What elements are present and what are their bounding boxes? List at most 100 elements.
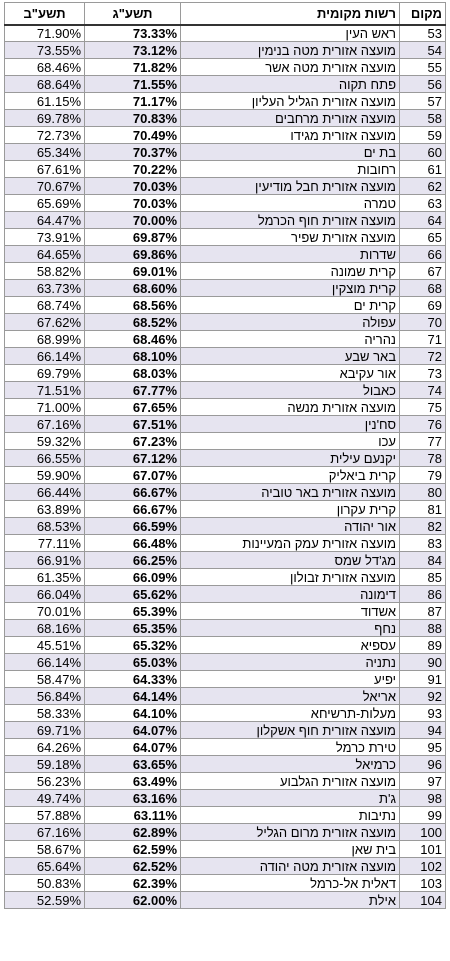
rank-cell: 87: [399, 602, 446, 620]
current-year-cell: 66.25%: [84, 551, 181, 569]
prev-year-cell: 69.71%: [4, 721, 85, 739]
current-year-cell: 64.14%: [84, 687, 181, 705]
authority-name-cell: שדרות: [180, 245, 400, 263]
authority-name-cell: מועצה אזורית הגליל העליון: [180, 92, 400, 110]
authority-name-cell: מועצה אזורית מרחבים: [180, 109, 400, 127]
table-row: 68.46% 71.82% מועצה אזורית מטה אשר 55: [4, 58, 446, 76]
current-year-cell: 62.89%: [84, 823, 181, 841]
table-row: 61.35% 66.09% מועצה אזורית זבולון 85: [4, 568, 446, 586]
authority-name-cell: מועצה אזורית באר טוביה: [180, 483, 400, 501]
table-row: 63.89% 66.67% קרית עקרון 81: [4, 500, 446, 518]
prev-year-cell: 58.82%: [4, 262, 85, 280]
table-row: 69.78% 70.83% מועצה אזורית מרחבים 58: [4, 109, 446, 127]
prev-year-cell: 73.91%: [4, 228, 85, 246]
rank-cell: 101: [399, 840, 446, 858]
prev-year-cell: 64.26%: [4, 738, 85, 756]
authority-name-cell: טמרה: [180, 194, 400, 212]
prev-year-cell: 67.16%: [4, 823, 85, 841]
table-row: 66.44% 66.67% מועצה אזורית באר טוביה 80: [4, 483, 446, 501]
rank-cell: 71: [399, 330, 446, 348]
current-year-cell: 68.60%: [84, 279, 181, 297]
table-row: 66.14% 68.10% באר שבע 72: [4, 347, 446, 365]
current-year-cell: 70.49%: [84, 126, 181, 144]
current-year-cell: 68.46%: [84, 330, 181, 348]
prev-year-cell: 71.90%: [4, 24, 85, 42]
authority-name-cell: קרית שמונה: [180, 262, 400, 280]
prev-year-cell: 68.53%: [4, 517, 85, 535]
authority-name-cell: מועצה אזורית חוף הכרמל: [180, 211, 400, 229]
authority-name-cell: מועצה אזורית מטה אשר: [180, 58, 400, 76]
table-row: 70.01% 65.39% אשדוד 87: [4, 602, 446, 620]
current-year-cell: 68.52%: [84, 313, 181, 331]
rank-cell: 82: [399, 517, 446, 535]
rank-cell: 97: [399, 772, 446, 790]
prev-year-cell: 59.90%: [4, 466, 85, 484]
prev-year-cell: 72.73%: [4, 126, 85, 144]
current-year-cell: 70.03%: [84, 177, 181, 195]
authority-name-cell: עפולה: [180, 313, 400, 331]
authority-name-cell: באר שבע: [180, 347, 400, 365]
rank-cell: 84: [399, 551, 446, 569]
rank-cell: 95: [399, 738, 446, 756]
authority-name-cell: טירת כרמל: [180, 738, 400, 756]
prev-year-cell: 71.00%: [4, 398, 85, 416]
ranking-table-sheet: תשע"ב תשע"ג רשות מקומית מקום 71.90% 73.33…: [4, 2, 446, 909]
rank-cell: 89: [399, 636, 446, 654]
authority-name-cell: דאלית אל-כרמל: [180, 874, 400, 892]
prev-year-cell: 66.55%: [4, 449, 85, 467]
prev-year-cell: 64.47%: [4, 211, 85, 229]
prev-year-cell: 50.83%: [4, 874, 85, 892]
table-row: 66.04% 65.62% דימונה 86: [4, 585, 446, 603]
prev-year-cell: 68.16%: [4, 619, 85, 637]
authority-name-cell: מועצה אזורית חוף אשקלון: [180, 721, 400, 739]
authority-name-cell: בית שאן: [180, 840, 400, 858]
authority-name-cell: מועצה אזורית מרום הגליל: [180, 823, 400, 841]
prev-year-cell: 59.32%: [4, 432, 85, 450]
authority-name-cell: מועצה אזורית זבולון: [180, 568, 400, 586]
prev-year-cell: 66.91%: [4, 551, 85, 569]
table-row: 68.99% 68.46% נהריה 71: [4, 330, 446, 348]
table-row: 66.91% 66.25% מג'דל שמס 84: [4, 551, 446, 569]
current-year-cell: 63.49%: [84, 772, 181, 790]
rank-cell: 55: [399, 58, 446, 76]
prev-year-cell: 66.14%: [4, 347, 85, 365]
current-year-cell: 65.62%: [84, 585, 181, 603]
table-row: 65.34% 70.37% בת ים 60: [4, 143, 446, 161]
prev-year-cell: 67.16%: [4, 415, 85, 433]
table-row: 73.55% 73.12% מועצה אזורית מטה בנימין 54: [4, 41, 446, 59]
current-year-cell: 62.52%: [84, 857, 181, 875]
rank-cell: 80: [399, 483, 446, 501]
current-year-cell: 71.17%: [84, 92, 181, 110]
current-year-cell: 67.12%: [84, 449, 181, 467]
table-row: 69.79% 68.03% אור עקיבא 73: [4, 364, 446, 382]
authority-name-cell: דימונה: [180, 585, 400, 603]
rank-cell: 103: [399, 874, 446, 892]
authority-name-cell: יקנעם עילית: [180, 449, 400, 467]
current-year-cell: 69.87%: [84, 228, 181, 246]
table-row: 56.84% 64.14% אריאל 92: [4, 687, 446, 705]
prev-year-cell: 57.88%: [4, 806, 85, 824]
prev-year-cell: 68.64%: [4, 75, 85, 93]
rank-cell: 77: [399, 432, 446, 450]
current-year-cell: 62.39%: [84, 874, 181, 892]
rank-cell: 78: [399, 449, 446, 467]
authority-name-cell: קרית ביאליק: [180, 466, 400, 484]
table-row: 67.16% 62.89% מועצה אזורית מרום הגליל 100: [4, 823, 446, 841]
prev-year-cell: 64.65%: [4, 245, 85, 263]
authority-name-cell: סח'נין: [180, 415, 400, 433]
table-row: 63.73% 68.60% קרית מוצקין 68: [4, 279, 446, 297]
authority-name-cell: מג'דל שמס: [180, 551, 400, 569]
table-row: 67.61% 70.22% רחובות 61: [4, 160, 446, 178]
current-year-cell: 71.82%: [84, 58, 181, 76]
current-year-cell: 69.86%: [84, 245, 181, 263]
prev-year-cell: 58.33%: [4, 704, 85, 722]
current-year-cell: 66.09%: [84, 568, 181, 586]
authority-name-cell: אור יהודה: [180, 517, 400, 535]
prev-year-cell: 71.51%: [4, 381, 85, 399]
prev-year-cell: 67.62%: [4, 313, 85, 331]
rank-cell: 69: [399, 296, 446, 314]
rank-cell: 79: [399, 466, 446, 484]
rank-cell: 93: [399, 704, 446, 722]
authority-name-cell: מועצה אזורית מנשה: [180, 398, 400, 416]
header-rank: מקום: [399, 2, 446, 26]
